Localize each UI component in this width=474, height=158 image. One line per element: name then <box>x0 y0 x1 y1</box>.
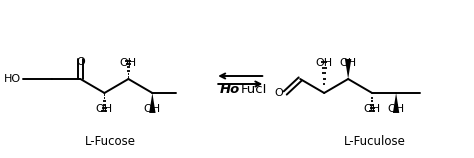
Text: O: O <box>274 88 283 98</box>
Text: FucI: FucI <box>240 83 267 96</box>
Text: L-Fuculose: L-Fuculose <box>344 135 406 148</box>
Text: OH: OH <box>144 104 161 114</box>
Text: OH: OH <box>339 58 357 68</box>
Text: O: O <box>76 57 85 67</box>
Polygon shape <box>149 93 155 113</box>
Text: OH: OH <box>364 104 381 114</box>
Text: Ho: Ho <box>220 83 240 96</box>
Text: L-Fucose: L-Fucose <box>85 135 136 148</box>
Text: OH: OH <box>388 104 405 114</box>
Text: OH: OH <box>316 58 333 68</box>
Polygon shape <box>345 59 351 79</box>
Text: OH: OH <box>96 104 113 114</box>
Text: OH: OH <box>120 58 137 68</box>
Text: HO: HO <box>3 74 20 84</box>
Polygon shape <box>393 93 399 113</box>
